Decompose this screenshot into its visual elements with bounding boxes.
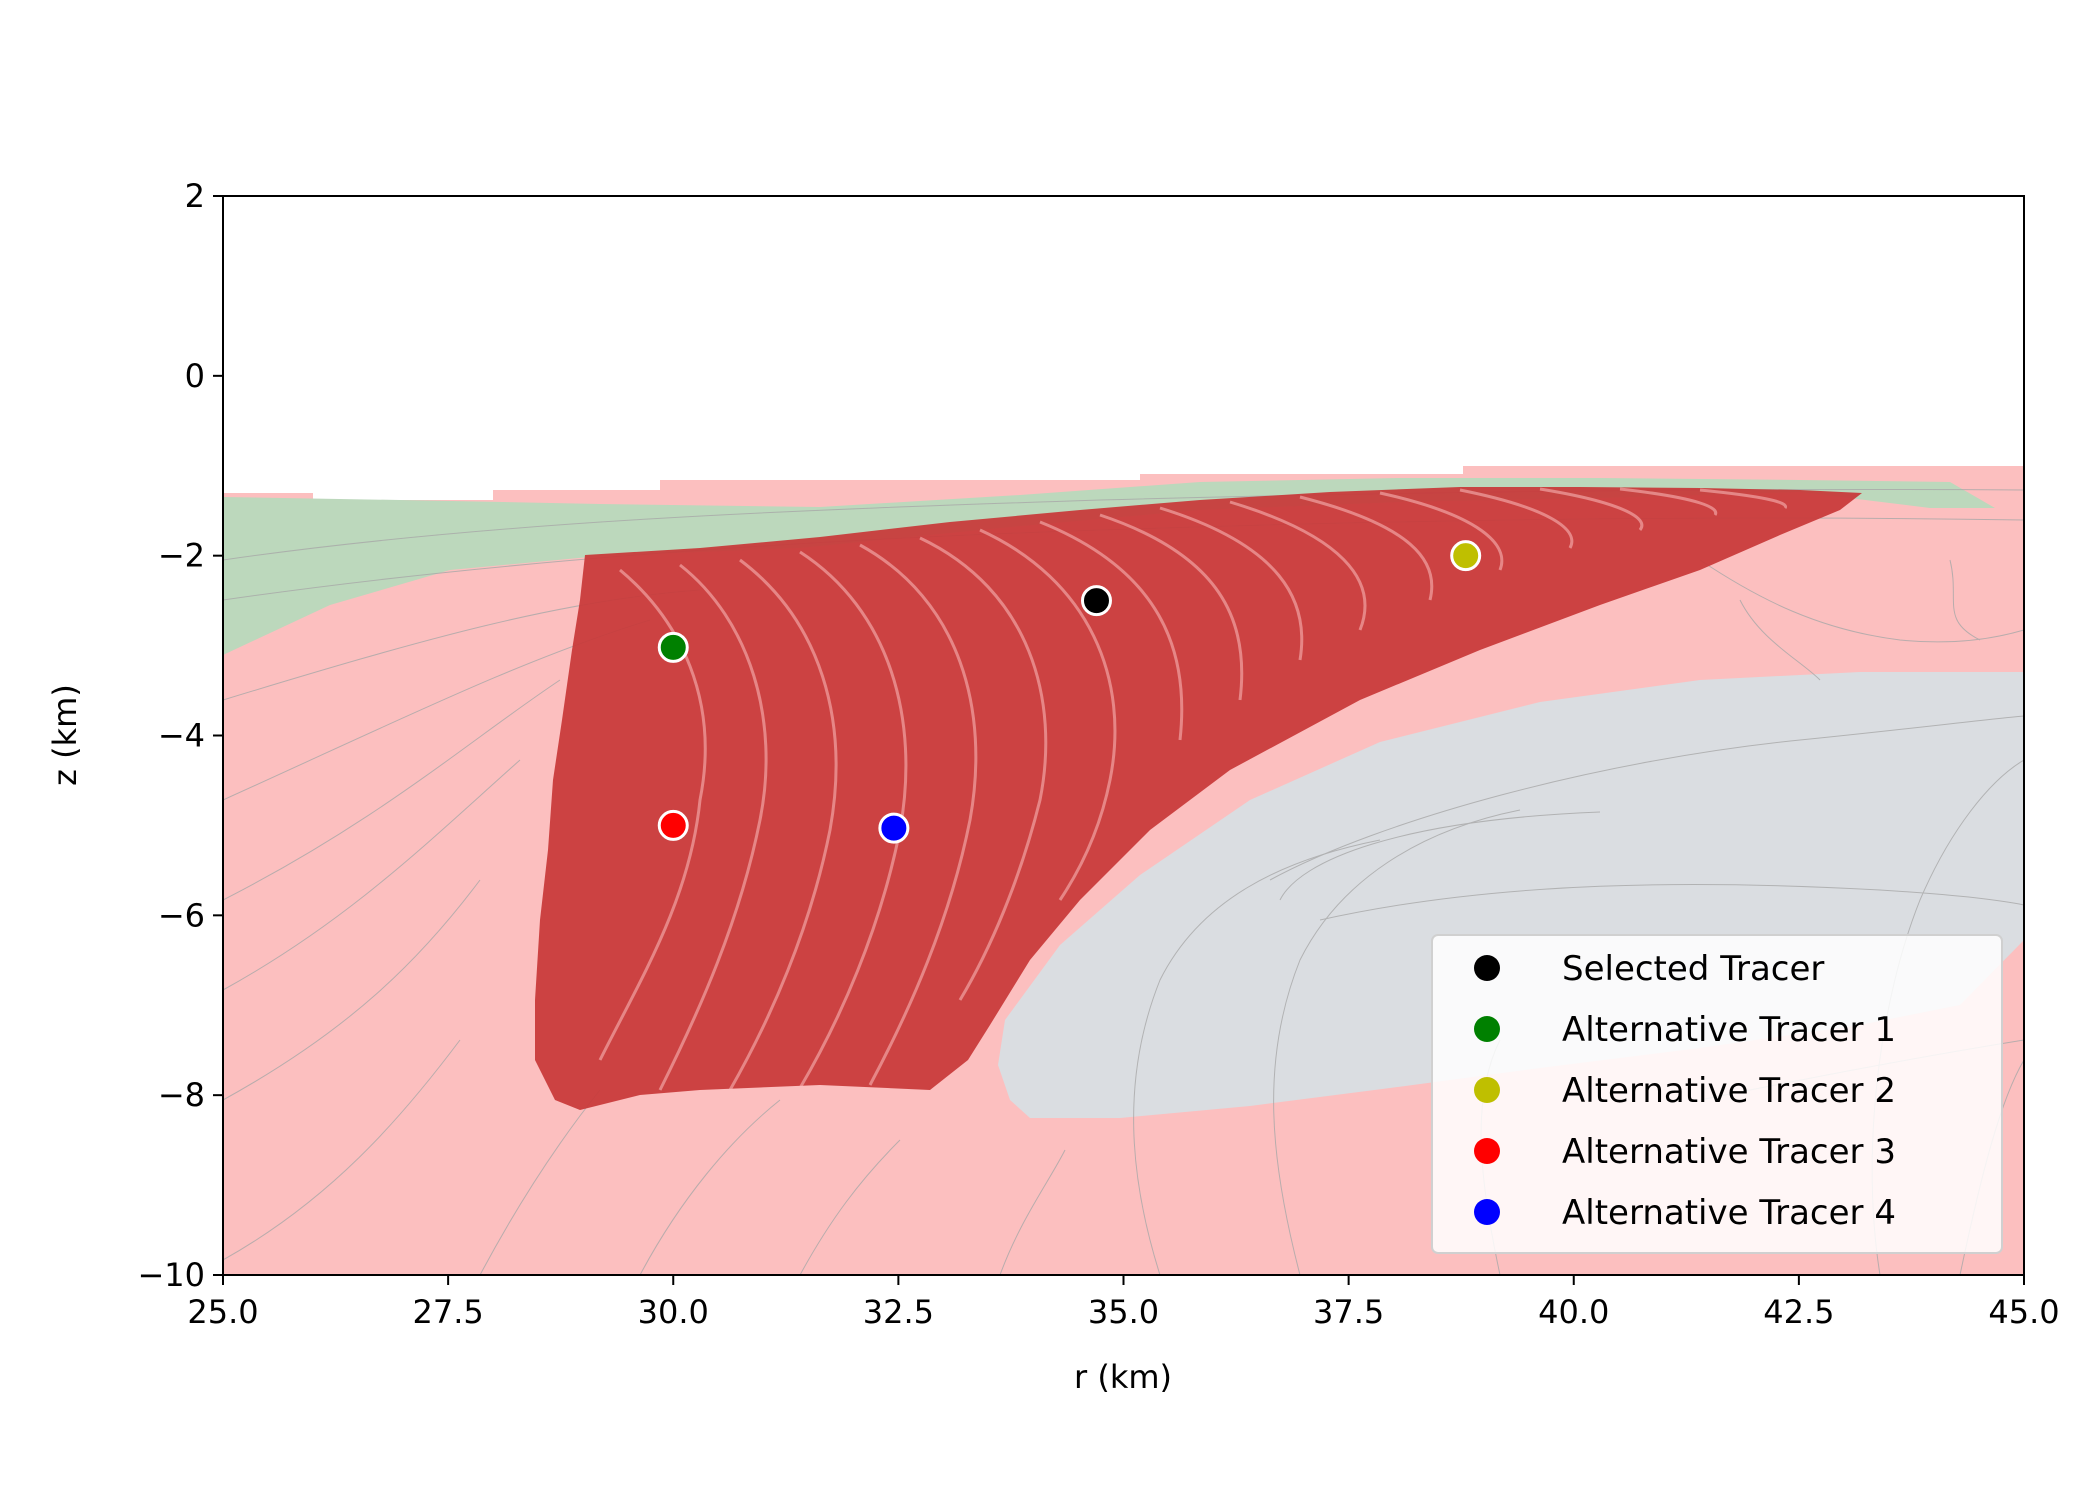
- x-axis: 25.0 27.5 30.0 32.5 35.0 37.5 40.0 42.5 45.0: [187, 1275, 2060, 1331]
- legend-label: Selected Tracer: [1562, 949, 1824, 989]
- legend-box: [1431, 934, 2003, 1254]
- y-tick-label: −6: [158, 896, 205, 934]
- y-tick-label: −8: [158, 1076, 205, 1114]
- legend-marker: [1474, 1077, 1500, 1103]
- green-region: [223, 478, 1995, 655]
- tracer-cloud-area: [535, 487, 1862, 1110]
- tracer-point: [657, 809, 689, 841]
- legend-marker: [1474, 1199, 1500, 1225]
- x-tick-label: 37.5: [1313, 1293, 1384, 1331]
- x-tick-label: 40.0: [1538, 1293, 1609, 1331]
- tracer-cloud: [535, 487, 1862, 1110]
- x-tick-label: 45.0: [1988, 1293, 2059, 1331]
- x-tick-label: 30.0: [638, 1293, 709, 1331]
- x-tick-label: 27.5: [413, 1293, 484, 1331]
- y-tick-label: −10: [137, 1256, 205, 1294]
- legend-label: Alternative Tracer 2: [1562, 1071, 1896, 1111]
- legend-label: Alternative Tracer 4: [1562, 1193, 1896, 1233]
- legend-label: Alternative Tracer 3: [1562, 1132, 1896, 1172]
- x-tick-label: 25.0: [187, 1293, 258, 1331]
- legend-marker: [1474, 1138, 1500, 1164]
- x-tick-label: 35.0: [1088, 1293, 1159, 1331]
- y-tick-label: −4: [158, 717, 205, 755]
- x-axis-label: r (km): [1074, 1358, 1172, 1396]
- y-axis-label: z (km): [46, 684, 84, 786]
- tracer-points: [657, 540, 1482, 844]
- legend-marker: [1474, 1016, 1500, 1042]
- y-tick-label: 2: [185, 177, 205, 215]
- legend-label: Alternative Tracer 1: [1562, 1010, 1896, 1050]
- x-tick-label: 42.5: [1763, 1293, 1834, 1331]
- tracer-point: [878, 812, 910, 844]
- tracer-point: [657, 631, 689, 663]
- y-axis: 2 0 −2 −4 −6 −8 −10: [137, 177, 223, 1294]
- y-tick-label: −2: [158, 537, 205, 575]
- legend-marker: [1474, 955, 1500, 981]
- legend: Selected Tracer Alternative Tracer 1 Alter…: [1431, 934, 2003, 1254]
- x-tick-label: 32.5: [863, 1293, 934, 1331]
- tracer-point: [1080, 585, 1112, 617]
- y-tick-label: 0: [185, 357, 205, 395]
- tracer-point: [1450, 540, 1482, 572]
